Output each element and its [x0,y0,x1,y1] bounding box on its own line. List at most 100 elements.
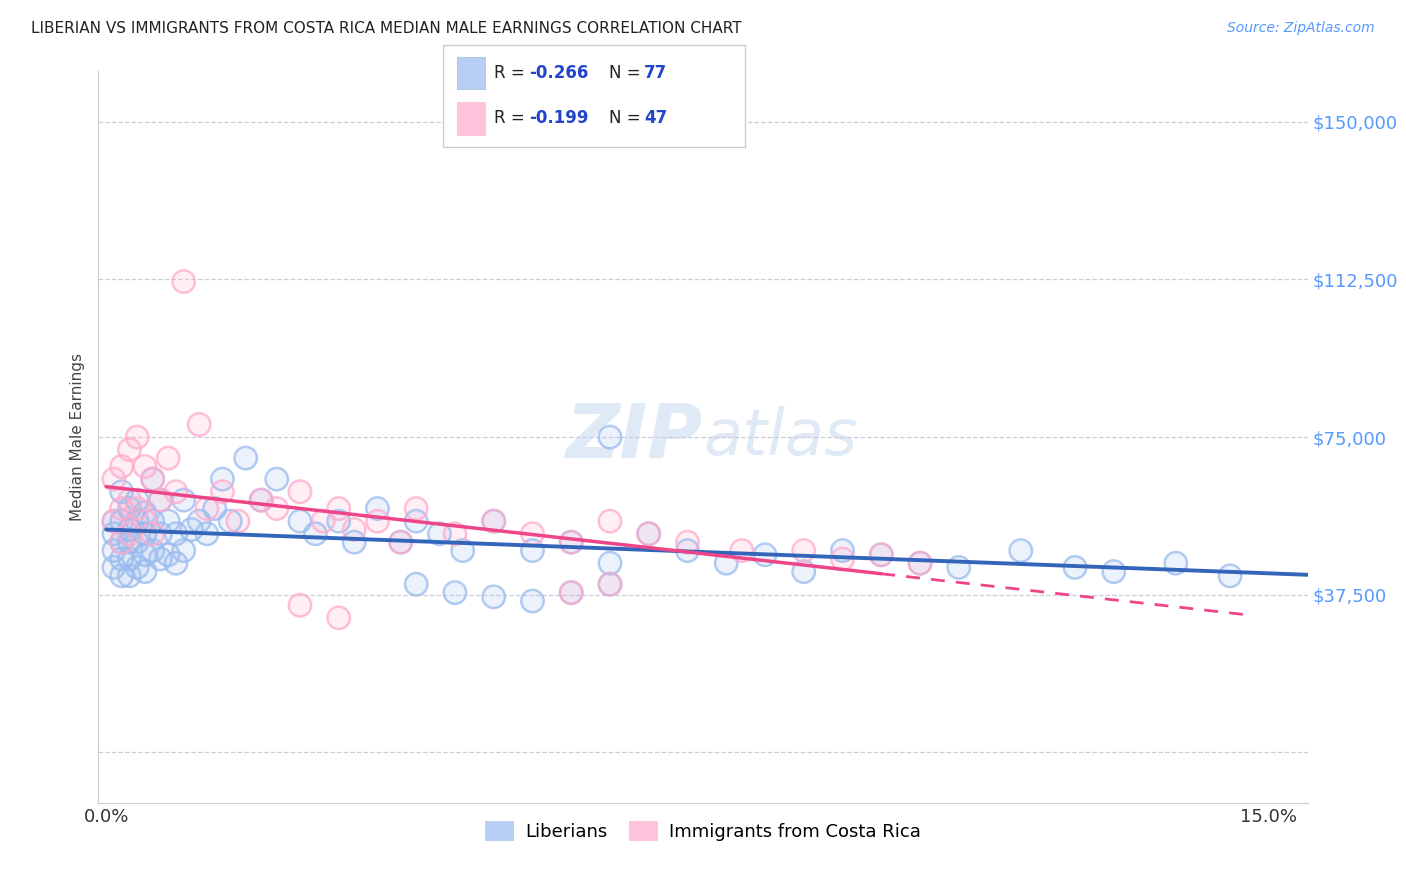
Point [948,560,970,574]
Point [328,501,350,516]
Text: 77: 77 [644,64,668,82]
Point [754,548,776,562]
Point [405,577,427,591]
Point [111,501,134,516]
Point [134,506,156,520]
Text: -0.266: -0.266 [529,64,588,82]
Point [444,526,467,541]
Point [211,472,233,486]
Point [389,535,412,549]
Point [127,430,149,444]
Point [235,451,257,466]
Point [482,514,505,528]
Point [180,523,202,537]
Point [226,514,249,528]
Point [482,514,505,528]
Point [250,493,273,508]
Point [560,535,582,549]
Point [118,569,141,583]
Point [599,556,621,570]
Point [103,472,125,486]
Point [288,514,311,528]
Point [831,552,853,566]
Point [127,560,149,574]
Legend: Liberians, Immigrants from Costa Rica: Liberians, Immigrants from Costa Rica [478,814,928,848]
Point [482,590,505,604]
Point [522,543,544,558]
Point [118,442,141,457]
Point [908,556,931,570]
Point [103,526,125,541]
Point [111,501,134,516]
Point [328,501,350,516]
Point [142,543,165,558]
Point [127,514,149,528]
Point [157,514,180,528]
Point [288,484,311,499]
Point [870,548,893,562]
Point [560,535,582,549]
Point [366,501,388,516]
Point [366,514,388,528]
Point [173,275,195,289]
Point [637,526,659,541]
Point [522,526,544,541]
Text: R =: R = [494,110,530,128]
Point [127,501,149,516]
Point [637,526,659,541]
Point [103,514,125,528]
Point [118,493,141,508]
Point [908,556,931,570]
Point [444,585,467,599]
Text: N =: N = [609,64,645,82]
Text: LIBERIAN VS IMMIGRANTS FROM COSTA RICA MEDIAN MALE EARNINGS CORRELATION CHART: LIBERIAN VS IMMIGRANTS FROM COSTA RICA M… [31,21,741,36]
Point [111,514,134,528]
Point [637,526,659,541]
Point [111,552,134,566]
Point [288,484,311,499]
Point [1219,569,1241,583]
Point [1064,560,1087,574]
Point [118,526,141,541]
Point [716,556,738,570]
Point [560,585,582,599]
Point [451,543,474,558]
Point [211,484,233,499]
Point [560,585,582,599]
Point [560,585,582,599]
Point [173,275,195,289]
Point [405,501,427,516]
Text: N =: N = [609,110,645,128]
Text: ZIP: ZIP [565,401,703,474]
Point [444,526,467,541]
Point [599,430,621,444]
Point [134,565,156,579]
Y-axis label: Median Male Earnings: Median Male Earnings [70,353,86,521]
Point [195,501,218,516]
Point [676,535,699,549]
Point [103,560,125,574]
Point [676,535,699,549]
Point [127,560,149,574]
Point [195,526,218,541]
Point [103,514,125,528]
Point [111,535,134,549]
Point [118,569,141,583]
Point [204,501,226,516]
Point [405,514,427,528]
Point [366,514,388,528]
Point [304,526,326,541]
Point [118,501,141,516]
Point [149,552,172,566]
Point [266,472,288,486]
Point [637,526,659,541]
Point [1010,543,1032,558]
Point [870,548,893,562]
Point [716,556,738,570]
Point [599,577,621,591]
Point [165,556,187,570]
Point [173,493,195,508]
Point [134,548,156,562]
Point [188,514,211,528]
Point [103,472,125,486]
